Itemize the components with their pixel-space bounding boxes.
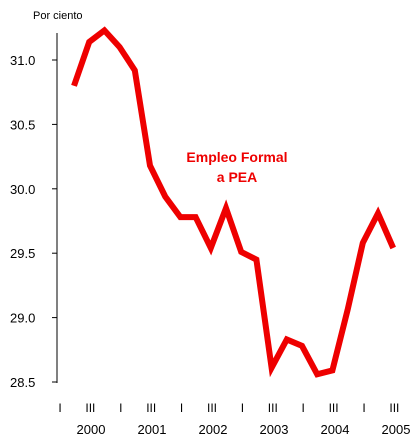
x-tick-label: I [241,401,244,415]
year-label: 2005 [382,422,411,435]
x-tick-label: I [58,401,61,415]
year-label: 2000 [77,422,106,435]
y-tick-label: 28.5 [10,375,35,390]
x-tick-label: I [119,401,122,415]
y-tick-label: 30.0 [10,182,35,197]
unit-label: Por ciento [33,10,83,22]
x-tick-label: III [85,401,95,415]
series-line-empleo-formal [71,26,396,378]
y-tick-label: 29.5 [10,246,35,261]
year-label: 2002 [199,422,228,435]
annotation-line-1: Empleo Formal [186,149,287,165]
year-label: 2001 [138,422,167,435]
series-points [73,30,394,375]
x-tick-label: I [180,401,183,415]
year-label: 2003 [260,422,289,435]
x-tick-label: III [329,401,339,415]
x-tick-label: III [146,401,156,415]
y-tick-label: 29.0 [10,311,35,326]
x-tick-label: I [362,401,365,415]
annotation-line-2: a PEA [217,169,257,185]
x-tick-label: III [268,401,278,415]
y-axis-ticks: 31.0 30.5 30.0 29.5 29.0 28.5 [10,53,57,390]
year-label: 2004 [321,422,350,435]
y-tick-label: 31.0 [10,53,35,68]
x-tick-label: III [389,401,399,415]
y-tick-label: 30.5 [10,117,35,132]
x-tick-label: I [302,401,305,415]
x-tick-label: III [207,401,217,415]
